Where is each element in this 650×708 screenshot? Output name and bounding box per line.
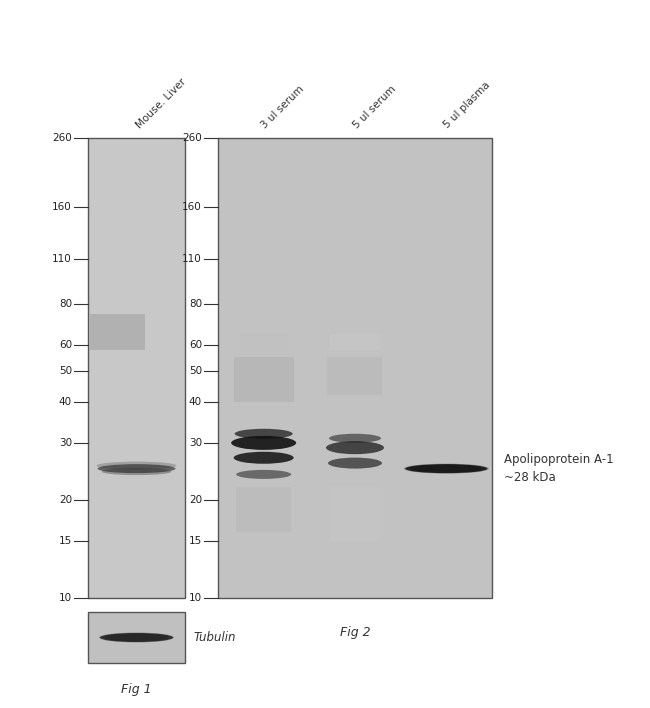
Text: 50: 50 [189,366,202,376]
Ellipse shape [96,462,177,469]
Text: 80: 80 [189,299,202,309]
Text: 20: 20 [59,495,72,505]
Ellipse shape [100,633,173,642]
Text: 3 ul serum: 3 ul serum [259,84,306,130]
Text: 15: 15 [58,536,72,546]
Ellipse shape [236,470,291,479]
Bar [88,612,185,663]
Ellipse shape [406,464,488,473]
Ellipse shape [235,429,292,439]
Text: 110: 110 [52,254,72,265]
Bar [236,486,291,532]
Text: Apolipoprotein A-1
~28 kDa: Apolipoprotein A-1 ~28 kDa [504,453,614,484]
Bar [330,333,380,350]
Text: 50: 50 [59,366,72,376]
Bar [233,358,294,402]
Text: 60: 60 [59,340,72,350]
Text: Fig 2: Fig 2 [340,626,370,639]
Text: Tubulin: Tubulin [193,631,235,644]
Bar [90,314,145,350]
Ellipse shape [231,436,296,450]
Bar [327,358,382,395]
Text: 20: 20 [189,495,202,505]
Bar [239,333,289,353]
Text: Fig 1: Fig 1 [121,683,152,696]
Text: 30: 30 [189,438,202,448]
Text: 30: 30 [59,438,72,448]
Text: 60: 60 [189,340,202,350]
Bar [88,138,185,598]
Text: 10: 10 [59,593,72,603]
Ellipse shape [329,434,381,442]
Text: 5 ul serum: 5 ul serum [351,84,397,130]
Text: 160: 160 [52,202,72,212]
Text: 10: 10 [189,593,202,603]
Text: 110: 110 [182,254,202,265]
Text: 15: 15 [188,536,202,546]
Bar [330,486,380,541]
Text: 160: 160 [182,202,202,212]
Ellipse shape [326,441,384,454]
Ellipse shape [99,632,174,642]
Text: 5 ul plasma: 5 ul plasma [442,80,492,130]
Text: 260: 260 [52,133,72,143]
Text: 80: 80 [59,299,72,309]
Text: 40: 40 [59,397,72,407]
Ellipse shape [104,634,169,641]
Ellipse shape [98,464,176,473]
Ellipse shape [404,464,489,474]
Text: Mouse. Liver: Mouse. Liver [135,76,188,130]
Ellipse shape [233,452,294,464]
Ellipse shape [328,457,382,469]
Ellipse shape [411,464,482,473]
Ellipse shape [101,468,172,475]
Bar [218,138,492,598]
Text: 40: 40 [189,397,202,407]
Text: 260: 260 [182,133,202,143]
